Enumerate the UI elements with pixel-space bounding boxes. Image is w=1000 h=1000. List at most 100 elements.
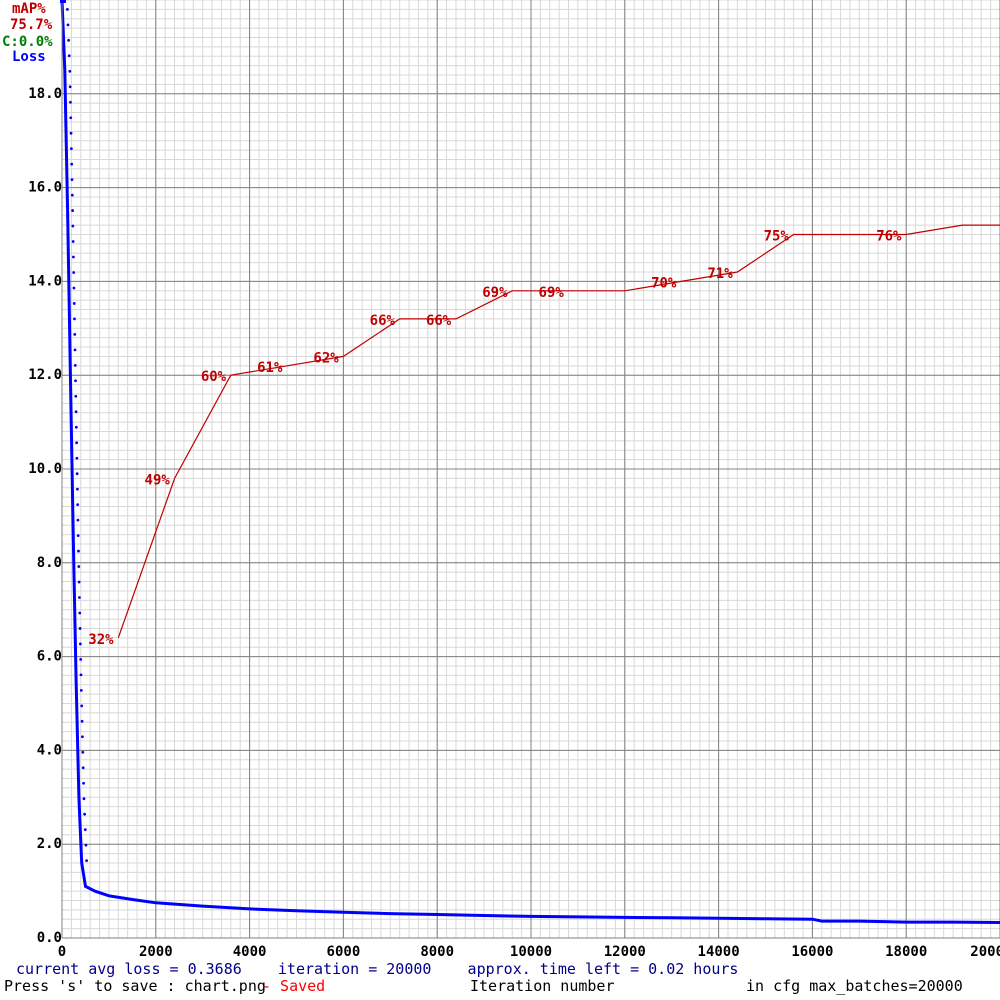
map-data-label: 75% bbox=[764, 229, 790, 245]
x-tick-label: 18000 bbox=[885, 944, 927, 960]
loss-point bbox=[69, 100, 72, 104]
footer-saved: - Saved bbox=[262, 977, 325, 995]
loss-point bbox=[80, 704, 84, 708]
loss-point bbox=[72, 302, 76, 305]
y-tick-label: 6.0 bbox=[37, 649, 62, 665]
loss-point bbox=[76, 503, 80, 507]
map-data-label: 69% bbox=[539, 285, 565, 301]
loss-point bbox=[74, 394, 78, 398]
loss-point bbox=[82, 781, 85, 785]
y-tick-label: 10.0 bbox=[28, 461, 62, 477]
loss-point bbox=[83, 828, 87, 832]
loss-point bbox=[78, 596, 81, 599]
footer-save-hint: Press 's' to save : chart.png bbox=[4, 977, 266, 995]
y-tick-label: 12.0 bbox=[28, 367, 62, 383]
map-data-label: 62% bbox=[313, 350, 339, 366]
x-tick-label: 6000 bbox=[327, 944, 361, 960]
loss-point bbox=[69, 147, 73, 151]
x-tick-label: 14000 bbox=[698, 944, 740, 960]
loss-point bbox=[75, 472, 79, 476]
loss-point bbox=[77, 580, 81, 584]
legend-c-value: C:0.0% bbox=[2, 34, 53, 50]
x-tick-label: 2000 bbox=[970, 944, 1000, 960]
loss-point bbox=[75, 487, 79, 491]
loss-start-marker bbox=[60, 0, 66, 3]
y-tick-label: 2.0 bbox=[37, 836, 62, 852]
x-tick-label: 2000 bbox=[139, 944, 173, 960]
loss-point bbox=[79, 688, 83, 692]
loss-point bbox=[78, 627, 82, 630]
loss-point bbox=[75, 456, 79, 460]
loss-point bbox=[79, 658, 83, 661]
loss-point bbox=[73, 363, 77, 367]
footer: current avg loss = 0.3686 iteration = 20… bbox=[4, 960, 963, 995]
loss-point bbox=[74, 410, 78, 414]
loss-point bbox=[82, 797, 86, 801]
map-data-label: 32% bbox=[88, 632, 114, 648]
y-tick-label: 18.0 bbox=[28, 86, 62, 102]
loss-point bbox=[70, 162, 74, 166]
loss-point bbox=[78, 642, 82, 646]
x-tick-label: 16000 bbox=[791, 944, 833, 960]
loss-point bbox=[72, 271, 76, 274]
y-tick-label: 4.0 bbox=[37, 742, 62, 758]
legend-map-title: mAP% bbox=[12, 1, 46, 17]
loss-point bbox=[74, 379, 77, 383]
loss-point bbox=[81, 766, 85, 770]
map-data-label: 69% bbox=[482, 285, 508, 301]
loss-point bbox=[84, 843, 88, 847]
x-tick-label: 12000 bbox=[604, 944, 646, 960]
loss-point bbox=[76, 518, 80, 522]
loss-point bbox=[75, 441, 78, 445]
loss-point bbox=[78, 611, 82, 615]
loss-point bbox=[81, 735, 84, 739]
map-data-label: 76% bbox=[876, 229, 902, 245]
loss-point bbox=[72, 286, 76, 290]
map-data-label: 66% bbox=[370, 313, 396, 329]
loss-point bbox=[73, 317, 76, 321]
map-data-label: 61% bbox=[257, 360, 283, 376]
y-tick-label: 16.0 bbox=[28, 180, 62, 196]
loss-point bbox=[81, 750, 85, 754]
legend-loss: Loss bbox=[12, 49, 46, 65]
loss-point bbox=[68, 85, 72, 89]
loss-point bbox=[77, 549, 80, 553]
map-data-label: 71% bbox=[707, 266, 733, 282]
y-axis-ticks: 0.0 2.0 4.0 6.0 8.0 10.0 12.0 14.0 16.0 18.0 bbox=[28, 86, 62, 946]
x-tick-label: 10000 bbox=[510, 944, 552, 960]
map-series: 32% 49% 60% 61% 62% 66% 66% 69% 69% 70% 71% 75% 76% bbox=[88, 224, 1000, 648]
loss-point bbox=[76, 534, 80, 537]
y-tick-label: 14.0 bbox=[28, 273, 62, 289]
loss-point bbox=[73, 332, 77, 336]
x-axis-ticks: 0 2000 4000 6000 8000 10000 12000 14000 16000 180… bbox=[58, 944, 1000, 960]
map-data-label: 66% bbox=[426, 313, 452, 329]
footer-status: current avg loss = 0.3686 iteration = 20… bbox=[16, 960, 738, 978]
legend: mAP% 75.7% C:0.0% Loss bbox=[2, 1, 53, 65]
map-data-label: 70% bbox=[651, 275, 677, 291]
map-data-label: 60% bbox=[201, 369, 227, 385]
loss-point bbox=[83, 812, 87, 816]
loss-point bbox=[68, 69, 72, 73]
loss-point bbox=[71, 209, 75, 212]
loss-point bbox=[65, 7, 69, 11]
loss-point bbox=[73, 348, 77, 352]
loss-point bbox=[69, 116, 73, 120]
legend-map-value: 75.7% bbox=[10, 17, 53, 33]
loss-point bbox=[66, 23, 70, 27]
y-tick-label: 0.0 bbox=[37, 930, 62, 946]
loss-series bbox=[60, 0, 1000, 924]
loss-point bbox=[85, 859, 88, 863]
loss-point bbox=[74, 425, 78, 429]
loss-point bbox=[79, 673, 83, 677]
x-tick-label: 4000 bbox=[233, 944, 267, 960]
x-axis-label: Iteration number bbox=[470, 977, 615, 995]
footer-cfg: in cfg max_batches=20000 bbox=[746, 977, 963, 995]
loss-line bbox=[60, 0, 1000, 924]
map-line bbox=[117, 224, 1000, 638]
loss-point bbox=[71, 224, 75, 228]
x-tick-label: 8000 bbox=[420, 944, 454, 960]
map-data-label: 49% bbox=[145, 472, 171, 488]
loss-point bbox=[69, 131, 73, 135]
y-tick-label: 8.0 bbox=[37, 555, 62, 571]
